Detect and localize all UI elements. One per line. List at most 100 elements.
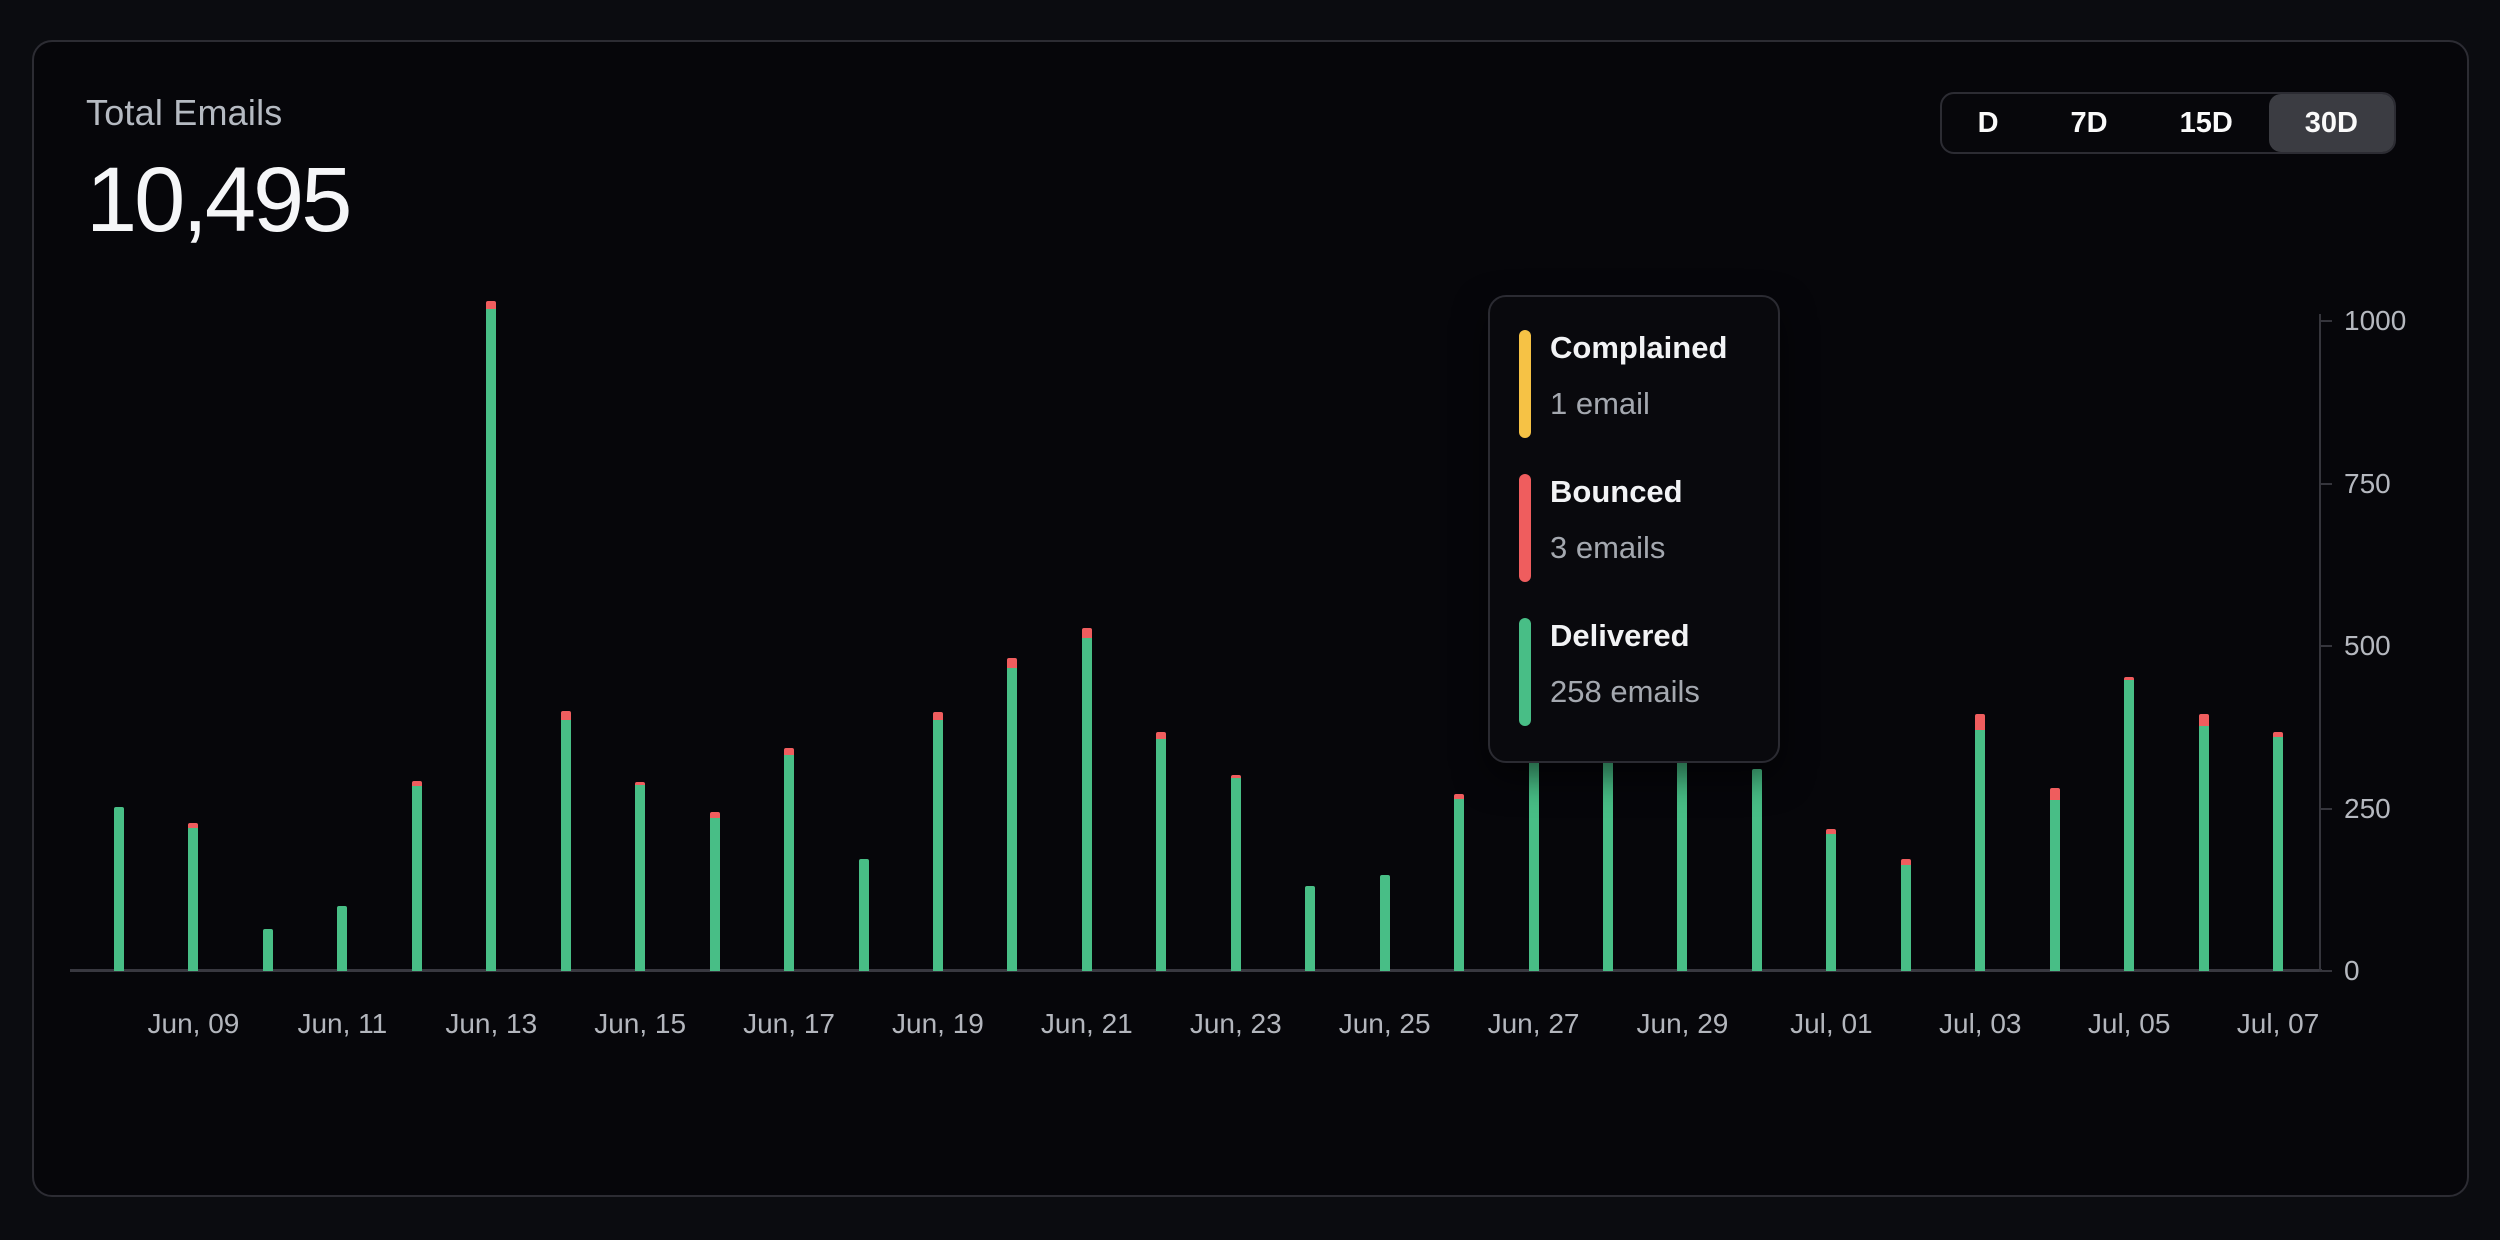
y-axis-tick (2319, 807, 2332, 810)
x-axis-tick-label: Jun, 13 (445, 1008, 538, 1039)
bar-segment-bounced (1007, 658, 1018, 668)
bar-segment-delivered (1156, 739, 1167, 971)
bar-stack[interactable] (411, 781, 422, 971)
bar-segment-bounced (560, 711, 571, 721)
bounced-legend-pill (1519, 474, 1531, 582)
x-axis-tick-label: Jun, 15 (594, 1008, 687, 1039)
range-option-d[interactable]: D (1977, 106, 1999, 139)
bar-segment-bounced (486, 301, 497, 310)
y-axis-line (2319, 314, 2321, 972)
x-axis-tick-label: Jul, 07 (2236, 1008, 2320, 1039)
bar-segment-bounced (1454, 794, 1465, 800)
bar-segment-bounced (188, 823, 199, 829)
bar-segment-bounced (1900, 859, 1911, 865)
range-option-7d[interactable]: 7D (2070, 106, 2108, 139)
tooltip-row-bounced: Bounced 3 emails (1519, 474, 1758, 582)
bar-segment-bounced (1156, 732, 1167, 740)
y-axis-tick (2319, 970, 2332, 972)
metric-value: 10,495 (86, 149, 352, 251)
bar-segment-bounced (932, 712, 943, 721)
bar-stack[interactable] (932, 712, 943, 971)
bar-stack[interactable] (1975, 714, 1986, 971)
bar-stack[interactable] (188, 823, 199, 971)
tooltip-value: 258 emails (1550, 674, 1700, 709)
tooltip-row-complained: Complained 1 email (1519, 330, 1758, 438)
bar-segment-bounced (1975, 714, 1986, 730)
x-axis-line (70, 969, 2322, 972)
bar-stack[interactable] (2124, 677, 2135, 971)
bar-stack[interactable] (635, 782, 646, 971)
bar-segment-delivered (262, 929, 273, 971)
bar-stack[interactable] (1156, 732, 1167, 971)
bar-stack[interactable] (2198, 714, 2209, 971)
tooltip-row-delivered: Delivered 258 emails (1519, 618, 1758, 726)
bar-segment-bounced (1081, 628, 1092, 639)
bar-segment-bounced (2124, 677, 2135, 680)
bar-segment-delivered (1751, 769, 1762, 971)
bar-segment-bounced (2273, 732, 2284, 738)
range-option-30d[interactable]: 30D (2268, 94, 2394, 152)
bar-segment-bounced (2198, 714, 2209, 727)
y-axis-tick-label: 750 (2344, 467, 2391, 499)
bar-segment-delivered (1007, 667, 1018, 971)
bar-segment-delivered (1081, 638, 1092, 971)
delivered-legend-pill (1519, 618, 1531, 726)
bar-stack[interactable] (1528, 742, 1539, 971)
range-picker: D 7D 15D 30D (1939, 92, 2396, 154)
y-axis-tick-label: 500 (2344, 630, 2391, 661)
x-axis-tick-label: Jun, 19 (892, 1008, 984, 1039)
bar-stack[interactable] (1826, 829, 1837, 971)
bar-stack[interactable] (486, 301, 497, 971)
bar-segment-delivered (858, 859, 869, 971)
bar-segment-delivered (188, 828, 199, 971)
bar-segment-delivered (2198, 726, 2209, 971)
bar-stack[interactable] (2049, 788, 2060, 971)
bar-stack[interactable] (1305, 886, 1316, 971)
complained-legend-pill (1519, 330, 1531, 438)
bar-stack[interactable] (784, 748, 795, 971)
bar-segment-bounced (1826, 829, 1837, 835)
chart-tooltip: Complained 1 email Bounced 3 emails Delivere… (1488, 295, 1780, 763)
total-emails-metric: Total Emails 10,495 (86, 92, 352, 253)
bar-segment-delivered (411, 786, 422, 971)
tooltip-label: Bounced (1550, 474, 1683, 509)
bar-segment-delivered (1379, 875, 1390, 971)
bar-segment-delivered (337, 906, 348, 971)
bar-stack[interactable] (1007, 658, 1018, 971)
y-axis-tick (2319, 645, 2332, 647)
x-axis-tick-label: Jun, 09 (147, 1008, 240, 1039)
bar-stack[interactable] (1081, 628, 1092, 971)
bar-stack[interactable] (262, 929, 273, 971)
bar-segment-delivered (635, 785, 646, 971)
bar-stack[interactable] (337, 906, 348, 971)
bar-segment-delivered (1975, 729, 1986, 971)
x-axis-tick-label: Jun, 11 (297, 1008, 388, 1039)
x-axis-tick-label: Jun, 21 (1040, 1008, 1133, 1039)
bar-stack[interactable] (1454, 794, 1465, 971)
bar-segment-bounced (1230, 775, 1241, 779)
bar-segment-bounced (635, 782, 646, 785)
bar-stack[interactable] (858, 859, 869, 971)
bar-segment-delivered (2273, 737, 2284, 971)
bar-stack[interactable] (2273, 732, 2284, 971)
x-axis-tick-label: Jun, 17 (743, 1008, 835, 1039)
x-axis-tick-label: Jul, 05 (2087, 1008, 2171, 1039)
y-axis-tick-label: 250 (2344, 792, 2391, 824)
bar-stack[interactable] (560, 711, 571, 971)
y-axis-tick-label: 1000 (2344, 305, 2407, 336)
x-axis-tick-label: Jun, 27 (1487, 1008, 1580, 1039)
bar-stack[interactable] (1900, 859, 1911, 971)
range-option-15d[interactable]: 15D (2179, 106, 2233, 139)
bar-stack[interactable] (709, 812, 720, 971)
bar-stack[interactable] (1230, 775, 1241, 971)
bar-stack[interactable] (114, 807, 124, 971)
bar-segment-delivered (932, 720, 943, 971)
bar-segment-delivered (1528, 742, 1539, 971)
metric-label: Total Emails (86, 92, 283, 133)
bar-segment-bounced (709, 812, 720, 818)
tooltip-value: 1 email (1550, 386, 1650, 421)
bar-stack[interactable] (1379, 875, 1390, 971)
y-axis-tick-label: 0 (2344, 955, 2360, 986)
bar-stack[interactable] (1751, 769, 1762, 971)
